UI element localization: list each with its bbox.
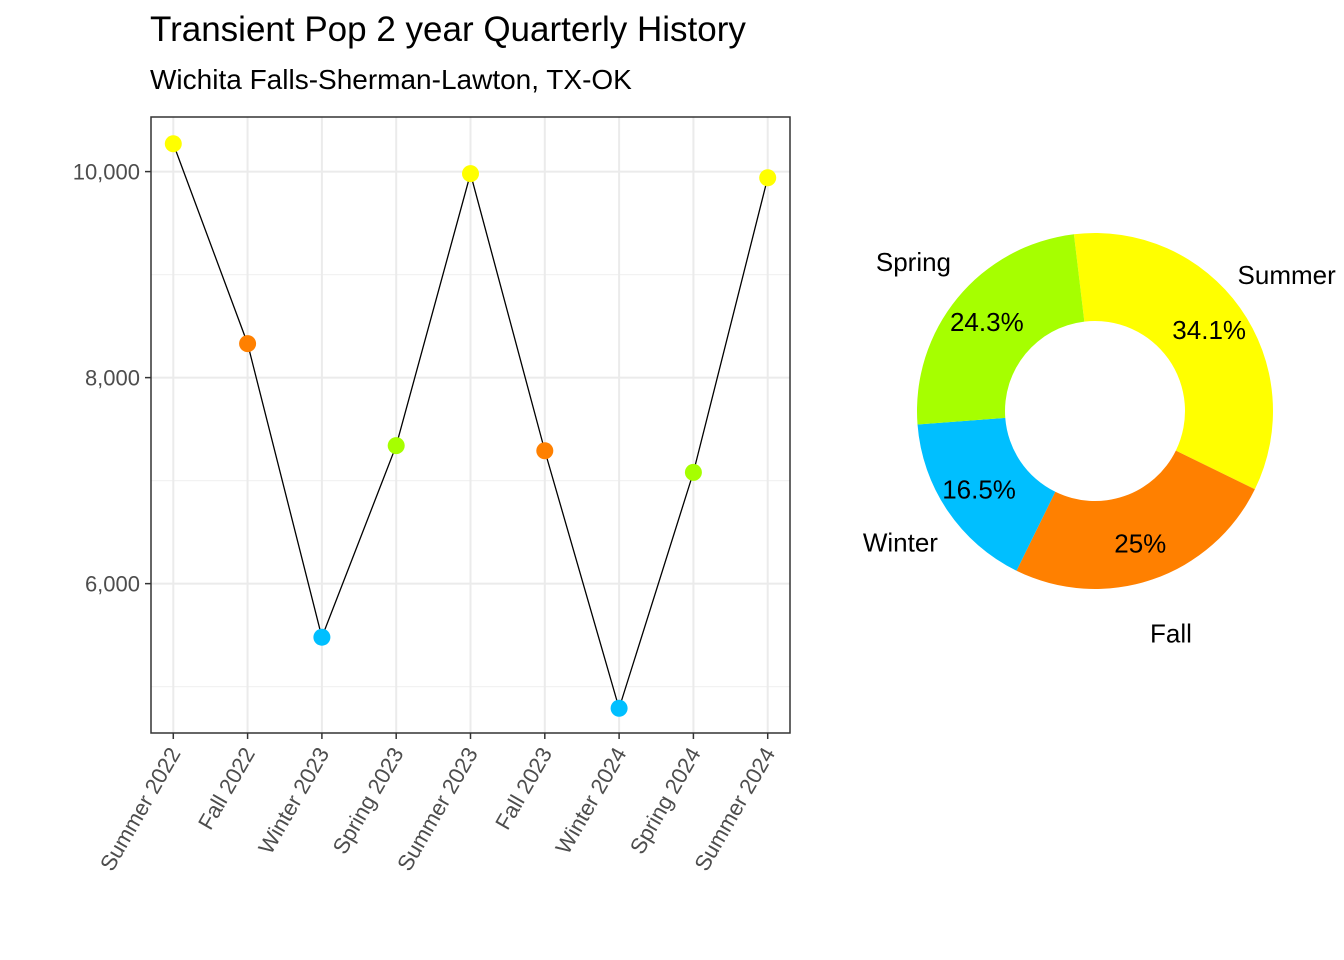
data-point xyxy=(759,169,777,187)
donut-percent-label: 16.5% xyxy=(942,474,1016,504)
donut-slice-fall xyxy=(1016,450,1255,590)
y-tick-label: 10,000 xyxy=(73,160,140,185)
donut-slice-winter xyxy=(917,417,1056,571)
x-tick-label: Winter 2023 xyxy=(253,743,334,858)
data-point xyxy=(387,437,405,455)
data-point xyxy=(684,463,702,481)
x-tick-label: Fall 2023 xyxy=(490,743,557,834)
data-point xyxy=(239,335,257,353)
x-tick-label: Fall 2022 xyxy=(193,743,260,834)
donut-percent-label: 24.3% xyxy=(950,307,1024,337)
data-point xyxy=(462,165,479,183)
donut-category-label: Fall xyxy=(1150,618,1192,648)
chart-title: Transient Pop 2 year Quarterly History xyxy=(150,10,746,49)
y-tick-label: 6,000 xyxy=(85,572,140,597)
y-tick-label: 8,000 xyxy=(85,366,140,391)
donut-slice-summer xyxy=(1073,233,1274,490)
donut-chart: 34.1% Summer 25% Fall 16.5%Winter 24.3% Spring xyxy=(863,233,1336,648)
x-tick-label: Winter 2024 xyxy=(550,743,631,858)
donut-slice-spring xyxy=(917,234,1085,425)
chart-subtitle: Wichita Falls-Sherman-Lawton, TX-OK xyxy=(150,64,632,95)
x-tick-label: Spring 2023 xyxy=(328,743,409,858)
donut-category-label: Winter xyxy=(863,528,938,558)
x-tick-label: Spring 2024 xyxy=(625,743,706,858)
data-point xyxy=(536,442,554,460)
donut-percent-label: 34.1% xyxy=(1172,315,1246,345)
x-tick-label: Summer 2023 xyxy=(392,743,483,875)
donut-category-label: Spring xyxy=(876,247,951,277)
data-point xyxy=(610,699,628,717)
x-tick-label: Summer 2024 xyxy=(689,743,780,875)
x-tick-label: Summer 2022 xyxy=(95,743,186,875)
data-point xyxy=(313,628,331,646)
donut-category-label: Summer xyxy=(1238,260,1337,290)
data-point xyxy=(164,135,182,153)
donut-percent-label: 25% xyxy=(1114,528,1166,558)
